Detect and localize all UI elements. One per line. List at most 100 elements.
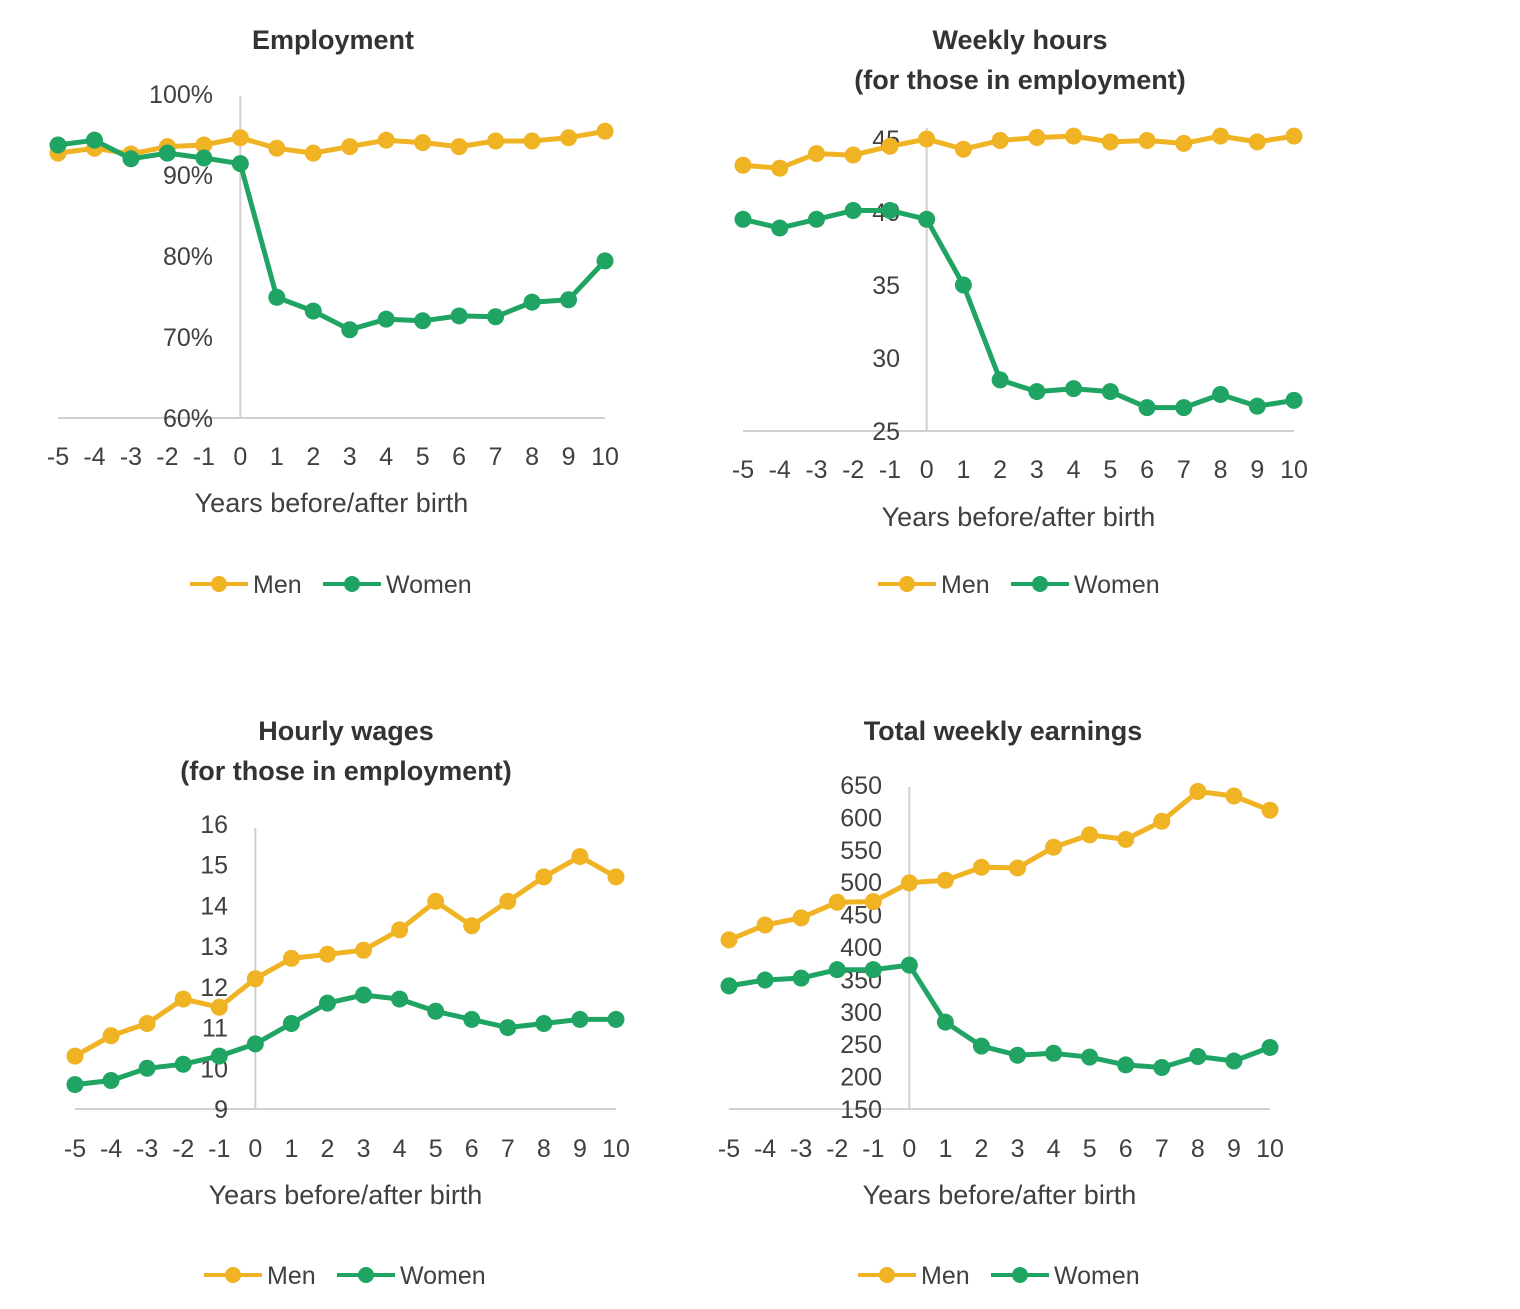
- data-point: [282, 1015, 300, 1032]
- chart-title-line: Employment: [252, 25, 414, 55]
- y-tick-label: 13: [200, 933, 228, 961]
- data-point: [844, 202, 862, 220]
- data-point: [138, 1059, 156, 1077]
- data-point: [231, 155, 249, 173]
- data-point: [972, 1037, 990, 1055]
- legend: Men Women: [858, 1262, 1140, 1290]
- data-point: [991, 371, 1009, 389]
- series-line: [742, 133, 1295, 171]
- legend-label: Men: [267, 1262, 316, 1290]
- data-point: [450, 307, 468, 325]
- y-tick-label: 9: [214, 1096, 228, 1124]
- x-tick-label: 3: [1011, 1135, 1025, 1163]
- data-point: [918, 210, 936, 228]
- data-point: [487, 308, 505, 326]
- data-point: [195, 136, 213, 154]
- legend-label: Women: [400, 1262, 486, 1290]
- data-point: [210, 998, 228, 1016]
- legend-item-men: Men: [858, 1262, 970, 1290]
- y-tick-label: 300: [840, 999, 882, 1027]
- data-point: [1212, 127, 1230, 145]
- data-point: [1248, 397, 1266, 415]
- legend-item-women: Women: [323, 571, 472, 599]
- x-tick-label: -3: [805, 456, 827, 484]
- y-tick-label: 70%: [163, 324, 213, 352]
- y-tick-label: 12: [200, 974, 228, 1002]
- data-point: [936, 871, 954, 889]
- x-tick-label: -4: [769, 456, 791, 484]
- series-line: [74, 992, 616, 1088]
- x-tick-label: 2: [306, 443, 320, 471]
- x-tick-label: 7: [1155, 1135, 1169, 1163]
- x-tick-label: -5: [47, 443, 69, 471]
- y-tick-label: 11: [202, 1015, 228, 1043]
- x-tick-label: 2: [321, 1135, 335, 1163]
- data-point: [1261, 1038, 1279, 1056]
- data-point: [560, 129, 578, 147]
- y-tick-label: 600: [840, 804, 882, 832]
- data-point: [807, 210, 825, 228]
- x-tick-label: 10: [1280, 456, 1308, 484]
- data-point: [427, 1002, 445, 1020]
- series-line: [728, 789, 1271, 943]
- data-point: [318, 945, 336, 963]
- data-point: [771, 219, 789, 237]
- legend-dot-marker: [211, 576, 227, 592]
- data-point: [122, 150, 140, 168]
- data-point: [756, 916, 774, 934]
- x-tick-label: -1: [208, 1135, 230, 1163]
- legend: Men Women: [204, 1262, 486, 1290]
- data-point: [499, 1019, 517, 1037]
- legend-dot-marker: [1032, 576, 1048, 592]
- legend-item-men: Men: [190, 571, 302, 599]
- x-tick-label: 5: [429, 1135, 443, 1163]
- data-point: [341, 138, 359, 156]
- data-point: [1153, 812, 1171, 830]
- data-point: [954, 276, 972, 294]
- data-point: [1101, 383, 1119, 401]
- data-point: [85, 131, 103, 149]
- data-point: [1081, 826, 1099, 844]
- y-tick-label: 200: [840, 1064, 882, 1092]
- x-tick-label: 9: [1227, 1135, 1241, 1163]
- x-tick-label: 0: [248, 1135, 262, 1163]
- legend-label: Men: [921, 1262, 970, 1290]
- legend: Men Women: [190, 571, 472, 599]
- y-tick-label: 60%: [163, 405, 213, 433]
- data-point: [1009, 1046, 1027, 1064]
- x-tick-label: -4: [83, 443, 105, 471]
- data-point: [66, 1076, 84, 1094]
- data-point: [355, 986, 373, 1004]
- series-women: [66, 986, 625, 1094]
- data-point: [304, 144, 322, 162]
- data-point: [268, 288, 286, 306]
- y-tick-label: 500: [840, 869, 882, 897]
- x-tick-label: 1: [284, 1135, 298, 1163]
- data-point: [49, 136, 67, 154]
- chart-weekly-earnings: Total weekly earnings 150 200 250 300 3 5 0 400 4…: [718, 716, 1284, 1290]
- x-axis-label: Years before/after birth: [195, 488, 469, 518]
- data-point: [102, 1072, 120, 1089]
- data-point: [734, 210, 752, 228]
- x-tick-label: 0: [233, 443, 247, 471]
- series-women: [734, 202, 1303, 417]
- legend-label: Women: [1054, 1262, 1140, 1290]
- data-point: [355, 941, 373, 959]
- data-point: [1175, 399, 1193, 417]
- x-tick-label: 7: [1177, 456, 1191, 484]
- legend-dot-marker: [899, 576, 915, 592]
- x-tick-label: 1: [938, 1135, 952, 1163]
- chart-title-line: (for those in employment): [180, 756, 512, 786]
- series-line: [742, 208, 1295, 411]
- data-point: [1065, 127, 1083, 145]
- legend-label: Women: [1074, 571, 1160, 599]
- data-point: [1117, 830, 1135, 848]
- x-tick-label: 0: [902, 1135, 916, 1163]
- x-tick-label: -3: [120, 443, 142, 471]
- x-tick-label: -2: [156, 443, 178, 471]
- x-tick-label: -1: [193, 443, 215, 471]
- data-point: [158, 144, 176, 162]
- y-tick-label: 650: [840, 772, 882, 800]
- data-point: [571, 1010, 589, 1028]
- data-point: [1225, 787, 1243, 805]
